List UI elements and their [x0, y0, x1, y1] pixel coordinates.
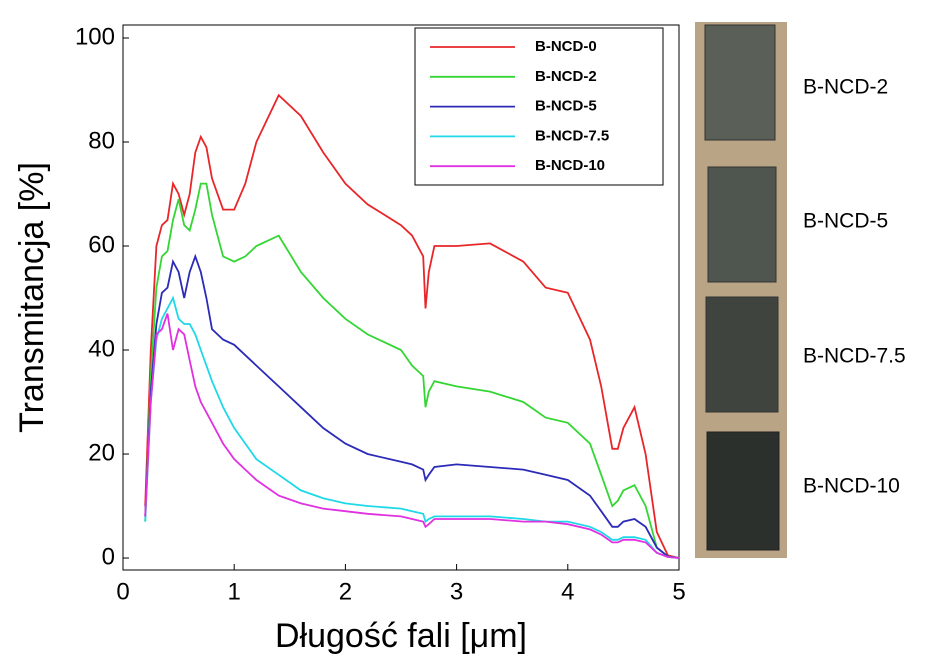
y-tick-label: 60 — [88, 231, 115, 258]
y-tick-label: 20 — [88, 439, 115, 466]
y-tick-label: 100 — [75, 23, 115, 50]
photo-label: B-NCD-7.5 — [803, 345, 906, 368]
photo-label: B-NCD-10 — [803, 475, 900, 498]
y-tick-label: 40 — [88, 335, 115, 362]
legend-label: B-NCD-2 — [535, 68, 597, 85]
sample — [705, 296, 779, 413]
series-line — [144, 313, 680, 559]
x-tick-label: 5 — [672, 578, 685, 605]
legend-label: B-NCD-0 — [535, 38, 597, 55]
x-tick-label: 3 — [450, 578, 463, 605]
sample — [704, 24, 776, 141]
legend-label: B-NCD-7.5 — [535, 127, 609, 144]
legend-label: B-NCD-10 — [535, 157, 605, 174]
sample — [706, 431, 780, 551]
x-tick-label: 0 — [116, 578, 129, 605]
sample — [707, 166, 777, 283]
series-line — [144, 295, 680, 559]
photo-label: B-NCD-5 — [803, 210, 888, 233]
y-tick-label: 80 — [88, 127, 115, 154]
photo-label: B-NCD-2 — [803, 76, 888, 99]
series-line — [144, 93, 680, 559]
plot-frame — [122, 24, 680, 571]
x-tick-label: 1 — [228, 578, 241, 605]
x-tick-label: 4 — [561, 578, 574, 605]
legend-label: B-NCD-5 — [535, 98, 597, 115]
x-tick-label: 2 — [339, 578, 352, 605]
series-line — [144, 182, 680, 559]
y-axis-label: Transmitancja [%] — [13, 162, 51, 433]
y-tick-label: 0 — [102, 543, 115, 570]
series-line — [144, 253, 680, 559]
x-axis-label: Długość fali [μm] — [275, 617, 527, 655]
